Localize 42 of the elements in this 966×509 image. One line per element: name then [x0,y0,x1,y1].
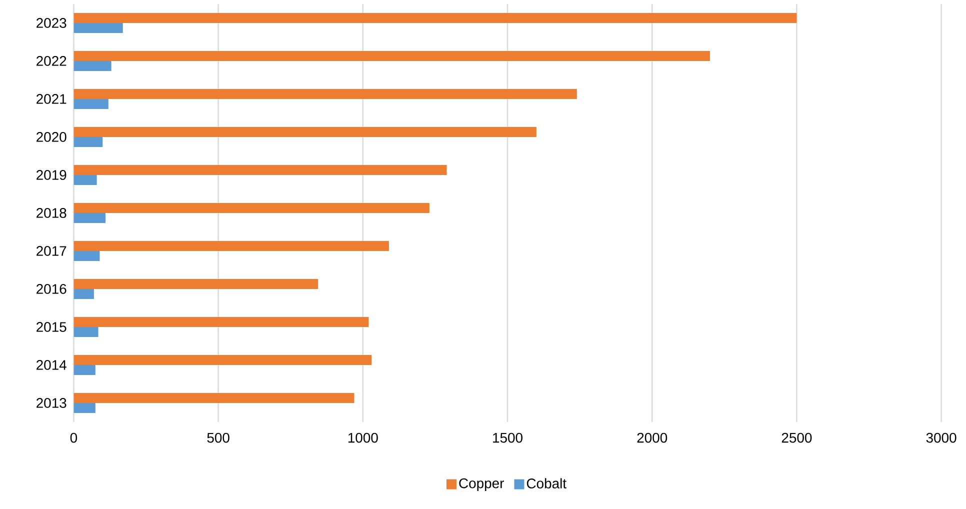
bar [74,136,103,147]
x-tick-label: 3000 [926,432,956,443]
y-tick-label: 2017 [36,246,66,256]
y-tick-label: 2022 [36,56,66,66]
y-tick-label: 2014 [36,360,66,370]
bar [74,50,710,61]
y-tick-label: 2020 [36,132,66,142]
y-tick-label: 2013 [36,398,66,408]
x-tick-label: 0 [70,432,78,443]
y-tick-label: 2023 [36,18,66,28]
x-tick-label: 1000 [348,432,378,443]
bar [74,126,536,137]
bar [74,12,797,23]
bar [74,174,97,185]
bar [74,402,96,413]
legend-label: Copper [459,478,504,491]
x-tick-label: 2000 [637,432,668,443]
bar [74,364,96,375]
bar [74,212,106,223]
bar [74,22,123,33]
bar [74,354,372,365]
bar [74,60,112,71]
bar [74,288,94,299]
x-tick-label: 2500 [782,432,812,443]
bar [74,88,577,99]
y-tick-label: 2015 [36,322,66,332]
bar [74,202,430,213]
bar [74,392,354,403]
x-tick-label: 1500 [493,432,522,443]
y-tick-label: 2018 [36,208,66,218]
x-tick-label: 500 [207,432,230,443]
legend-label: Cobalt [526,478,566,488]
bar [74,164,447,175]
y-tick-label: 2021 [36,94,66,104]
bar [74,240,389,251]
y-tick-label: 2019 [36,170,66,180]
bar [74,316,369,327]
y-tick-label: 2016 [36,284,66,294]
bar [74,98,108,109]
bar [74,250,100,261]
bar [74,326,98,337]
bar [74,278,318,289]
